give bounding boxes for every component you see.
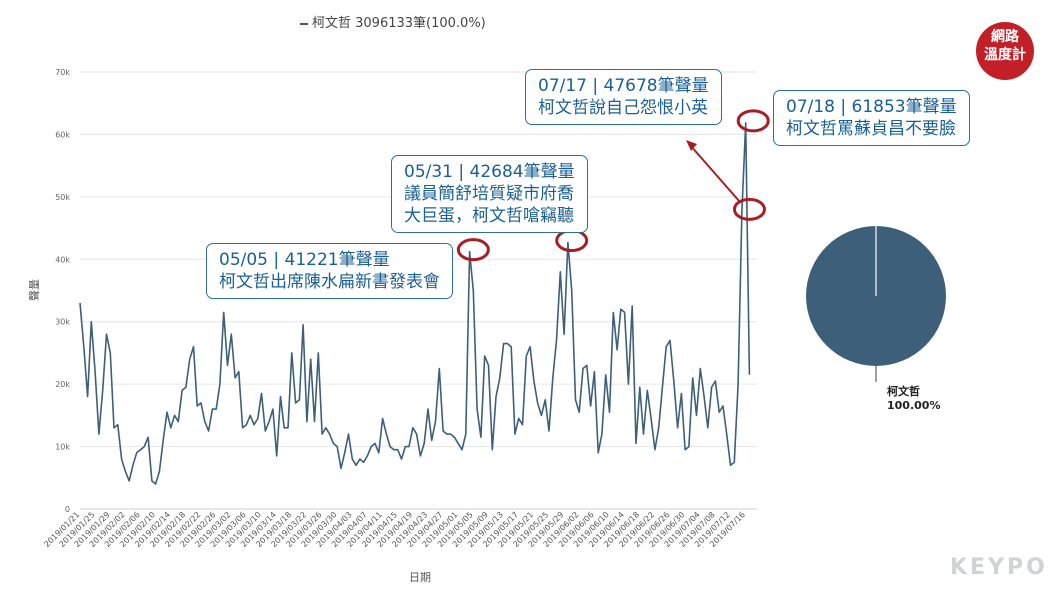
- y-tick-label: 50k: [55, 193, 70, 202]
- y-tick-label: 20k: [55, 380, 70, 389]
- annotation-0717-line2: 柯文哲說自己怨恨小英: [538, 98, 708, 118]
- annotation-arrow: [689, 144, 741, 203]
- y-axis-label: 聲量: [27, 279, 41, 301]
- y-tick-label: 0: [65, 505, 70, 514]
- legend-line-icon: [300, 22, 308, 25]
- annotation-0531-line1: 05/31 | 42684筆聲量: [404, 162, 575, 182]
- arrow-head: [686, 140, 697, 151]
- annotation-0717-line1: 07/17 | 47678筆聲量: [538, 76, 709, 96]
- annotation-0505: 05/05 | 41221筆聲量 柯文哲出席陳水扁新書發表會: [206, 243, 453, 299]
- highlight-group: [456, 109, 770, 262]
- annotation-0718: 07/18 | 61853筆聲量 柯文哲罵蘇貞昌不要臉: [773, 90, 970, 146]
- pie-label-name: 柯文哲: [887, 385, 920, 398]
- highlight-circle: [456, 238, 490, 262]
- y-tick-label: 10k: [55, 443, 70, 452]
- pie-label: 柯文哲 100.00%: [887, 385, 940, 413]
- annotation-0505-line1: 05/05 | 41221筆聲量: [219, 250, 390, 270]
- y-tick-label: 30k: [55, 318, 70, 327]
- keypo-logo: KEYPO: [950, 555, 1048, 580]
- annotation-0531-line3: 大巨蛋，柯文哲嗆竊聽: [404, 206, 574, 226]
- y-tick-label: 60k: [55, 130, 70, 139]
- x-axis: 2019/01/212019/01/252019/01/292019/02/02…: [42, 510, 747, 549]
- logo-line1: 網路: [991, 29, 1019, 45]
- highlight-circle: [732, 197, 766, 221]
- annotation-0718-line2: 柯文哲罵蘇貞昌不要臉: [786, 119, 956, 139]
- y-tick-label: 70k: [55, 68, 70, 77]
- highlight-circle: [736, 109, 770, 133]
- logo-line2: 溫度計: [984, 47, 1026, 63]
- highlight-circle: [555, 229, 589, 253]
- brand-logo: 網路 溫度計: [976, 22, 1034, 80]
- pie-label-percent: 100.00%: [887, 399, 941, 412]
- annotation-0718-line1: 07/18 | 61853筆聲量: [786, 97, 957, 117]
- annotation-0505-line2: 柯文哲出席陳水扁新書發表會: [219, 272, 440, 292]
- series-line: [79, 122, 751, 485]
- y-tick-label: 40k: [55, 255, 70, 264]
- annotation-0531-line2: 議員簡舒培質疑市府喬: [404, 184, 574, 204]
- series-group: [79, 122, 751, 485]
- annotation-0531: 05/31 | 42684筆聲量 議員簡舒培質疑市府喬 大巨蛋，柯文哲嗆竊聽: [391, 155, 588, 233]
- legend[interactable]: 柯文哲 3096133筆(100.0%): [300, 12, 486, 31]
- x-axis-label: 日期: [409, 571, 431, 584]
- pie-chart: [806, 226, 946, 382]
- legend-label: 柯文哲 3096133筆(100.0%): [312, 16, 486, 31]
- y-axis: 0 10k 20k 30k 40k 50k 60k 70k: [55, 68, 70, 514]
- annotation-0717: 07/17 | 47678筆聲量 柯文哲說自己怨恨小英: [525, 69, 722, 125]
